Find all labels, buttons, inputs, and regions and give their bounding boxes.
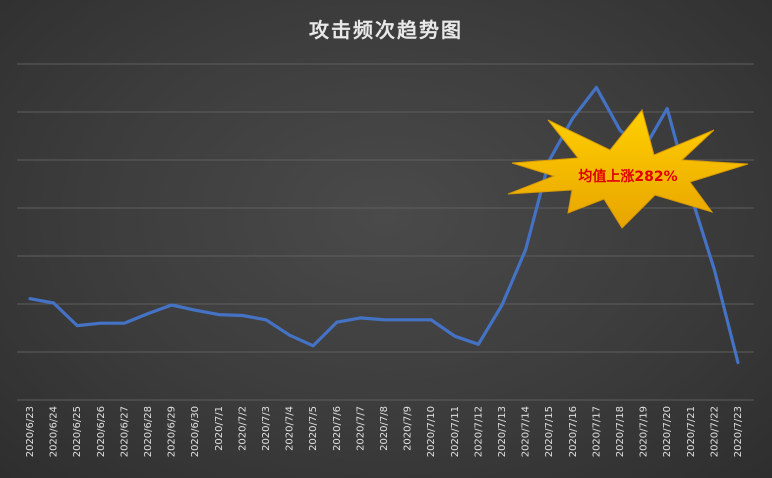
x-tick-label: 2020/6/24 xyxy=(49,406,60,457)
series-line xyxy=(28,85,740,365)
x-tick-label: 2020/7/19 xyxy=(639,406,650,457)
x-tick-label: 2020/7/12 xyxy=(473,406,484,457)
x-tick-label: 2020/7/11 xyxy=(450,406,461,457)
x-tick-label: 2020/7/18 xyxy=(615,406,626,457)
x-tick-label: 2020/7/9 xyxy=(403,406,414,451)
x-tick-label: 2020/6/23 xyxy=(25,406,36,457)
x-tick-label: 2020/7/10 xyxy=(426,406,437,457)
x-tick-label: 2020/7/13 xyxy=(497,406,508,457)
x-tick-label: 2020/7/7 xyxy=(355,406,366,451)
x-tick-label: 2020/7/2 xyxy=(237,406,248,451)
x-tick-label: 2020/7/1 xyxy=(214,406,225,451)
x-axis-tick-labels: 2020/6/23 2020/6/24 2020/6/25 2020/6/26 2020… xyxy=(25,406,744,457)
x-tick-label: 2020/7/8 xyxy=(379,406,390,451)
x-tick-label: 2020/6/26 xyxy=(96,406,107,457)
gridlines xyxy=(17,63,754,401)
x-tick-label: 2020/7/6 xyxy=(332,406,343,451)
x-tick-label: 2020/6/27 xyxy=(119,406,130,457)
x-tick-label: 2020/7/14 xyxy=(521,406,532,457)
series-layer xyxy=(28,85,740,365)
starburst-callout xyxy=(507,108,749,229)
x-tick-label: 2020/6/28 xyxy=(143,406,154,457)
x-tick-label: 2020/7/3 xyxy=(261,406,272,451)
chart-title: 攻击频次趋势图 xyxy=(309,18,463,42)
x-tick-label: 2020/7/23 xyxy=(733,406,744,457)
callout-text: 均值上涨282% xyxy=(578,168,677,185)
x-tick-label: 2020/7/22 xyxy=(709,406,720,457)
x-tick-label: 2020/6/25 xyxy=(72,406,83,457)
x-tick-label: 2020/7/4 xyxy=(285,406,296,451)
x-tick-label: 2020/7/21 xyxy=(686,406,697,457)
x-tick-label: 2020/7/16 xyxy=(568,406,579,457)
x-tick-label: 2020/7/20 xyxy=(662,406,673,457)
x-tick-label: 2020/6/29 xyxy=(167,406,178,457)
x-tick-label: 2020/7/15 xyxy=(544,406,555,457)
x-tick-label: 2020/7/5 xyxy=(308,406,319,451)
annotation-layer: 均值上涨282% xyxy=(507,108,749,229)
x-tick-label: 2020/6/30 xyxy=(190,406,201,457)
x-tick-label: 2020/7/17 xyxy=(591,406,602,457)
